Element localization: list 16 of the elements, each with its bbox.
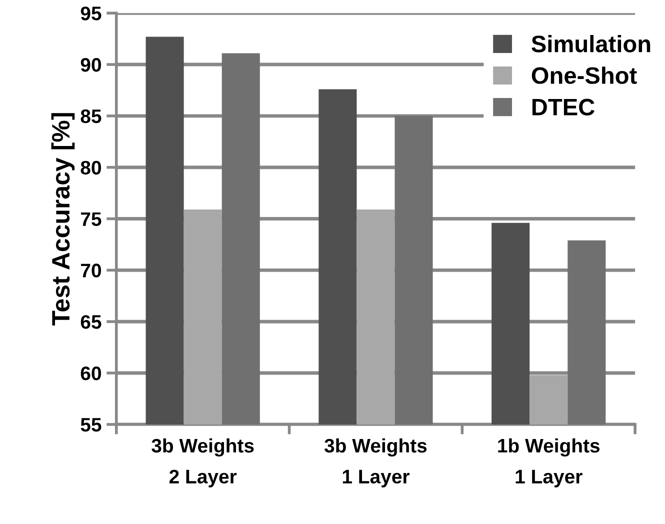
y-tick-label: 60 bbox=[80, 366, 101, 380]
y-tick-label: 85 bbox=[80, 109, 102, 124]
legend-label: DTEC bbox=[532, 98, 595, 116]
y-tick-label: 55 bbox=[80, 418, 102, 432]
y-tick-label: 65 bbox=[80, 315, 102, 329]
x-tick-label: 1b Weights 1 Layer bbox=[498, 438, 600, 488]
legend-label: One-Shot bbox=[532, 66, 637, 84]
y-tick-label: 95 bbox=[80, 6, 102, 20]
y-tick-label: 75 bbox=[81, 212, 102, 226]
y-tick-label: 90 bbox=[80, 58, 101, 72]
legend-label: Simulation bbox=[532, 35, 650, 52]
x-tick-label: 3b Weights 1 Layer bbox=[324, 438, 427, 488]
y-axis-title: Test Accuracy [%] bbox=[51, 113, 75, 326]
x-tick-label: 3b Weights 2 Layer bbox=[152, 438, 254, 488]
y-tick-label: 80 bbox=[80, 160, 101, 175]
y-tick-label: 70 bbox=[81, 264, 101, 278]
